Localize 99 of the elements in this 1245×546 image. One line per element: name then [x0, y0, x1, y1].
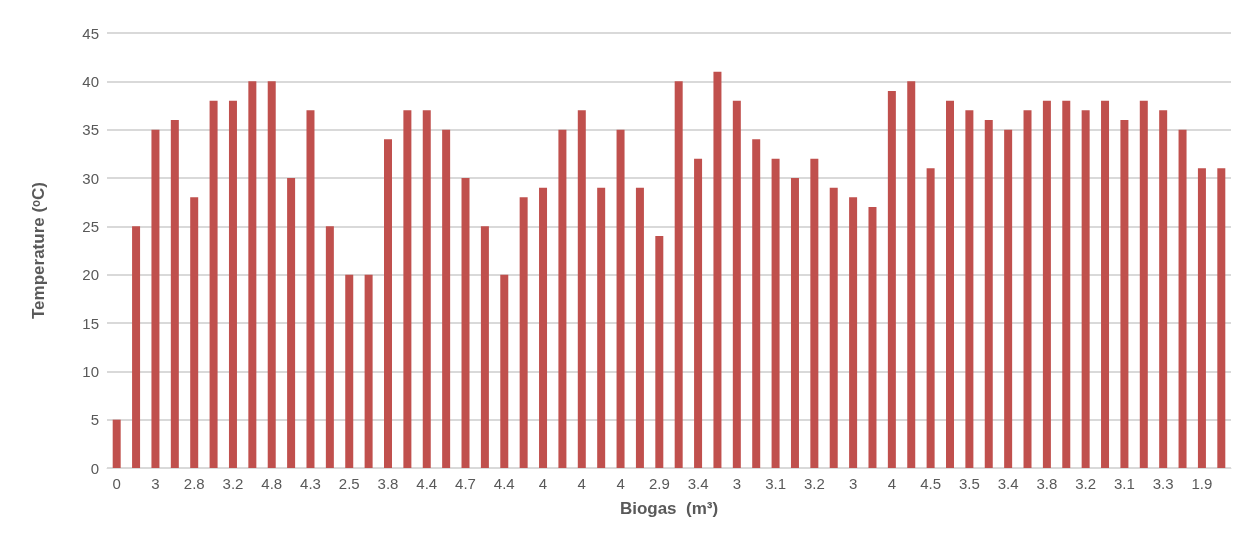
x-tick-label: 3.1	[765, 475, 787, 492]
y-tick-label: 40	[82, 72, 99, 90]
bar	[345, 274, 354, 468]
bar	[500, 274, 509, 468]
bar	[1101, 100, 1110, 468]
bar	[112, 419, 121, 468]
bar	[519, 197, 528, 468]
x-axis-title: Biogas (m³)	[619, 499, 719, 518]
bar	[422, 110, 431, 468]
y-tick-label: 0	[90, 459, 99, 477]
bar	[713, 71, 722, 468]
bar	[829, 187, 838, 468]
bar	[287, 178, 296, 468]
x-tick-label: 3.4	[687, 475, 709, 492]
bar	[926, 168, 935, 468]
bar	[325, 226, 334, 468]
x-tick-label: 3	[732, 475, 741, 492]
y-tick-label: 45	[82, 24, 99, 42]
bar	[810, 158, 819, 468]
bar	[635, 187, 644, 468]
x-tick-label: 4	[616, 475, 625, 492]
bar	[868, 207, 877, 468]
x-tick-label: 4	[887, 475, 897, 492]
x-tick-label: 3.1	[1113, 475, 1135, 492]
x-tick-label: 2.5	[338, 475, 360, 492]
bar	[228, 100, 237, 468]
bar	[965, 110, 974, 468]
bar	[209, 100, 218, 468]
bar	[655, 236, 664, 468]
x-tick-label: 3	[848, 475, 858, 492]
bar	[267, 81, 276, 468]
bar	[442, 129, 451, 468]
bar	[1004, 129, 1013, 468]
x-tick-label: 4.8	[261, 475, 283, 492]
bar	[190, 197, 199, 468]
bar	[306, 110, 315, 468]
x-tick-label: 3.4	[997, 475, 1019, 492]
bar	[151, 129, 160, 468]
x-tick-label: 3.2	[1075, 475, 1097, 492]
bar	[907, 81, 916, 468]
bar	[732, 100, 741, 468]
x-tick-label: 1.9	[1191, 475, 1213, 492]
bar	[887, 91, 896, 468]
y-tick-label: 35	[82, 121, 99, 139]
bar	[674, 81, 683, 468]
bar	[1062, 100, 1071, 468]
x-tick-label: 3.8	[1036, 475, 1058, 492]
bar	[170, 120, 179, 468]
bar	[132, 226, 141, 468]
x-tick-label: 3.2	[222, 475, 244, 492]
y-tick-label: 30	[82, 169, 99, 187]
x-tick-label: 4.4	[493, 475, 515, 492]
x-tick-label: 3.3	[1152, 475, 1174, 492]
bar	[248, 81, 257, 468]
bar	[403, 110, 412, 468]
bar	[1197, 168, 1206, 468]
x-tick-label: 2.8	[183, 475, 205, 492]
x-tick-label: 0	[112, 475, 121, 492]
bar	[771, 158, 780, 468]
x-tick-label: 4	[538, 475, 548, 492]
bar	[558, 129, 567, 468]
x-tick-label: 3.2	[803, 475, 825, 492]
bar	[597, 187, 606, 468]
bar	[384, 139, 392, 468]
bar	[1120, 120, 1129, 468]
bar	[752, 139, 761, 468]
bar	[364, 274, 373, 468]
x-tick-label: 3.5	[958, 475, 980, 492]
x-tick-label: 4	[577, 475, 586, 492]
bar	[1081, 110, 1090, 468]
bar	[1023, 110, 1032, 468]
bar	[1217, 168, 1226, 468]
bar	[461, 178, 470, 468]
bar	[1178, 129, 1187, 468]
bar	[577, 110, 586, 468]
bar	[1159, 110, 1168, 468]
y-axis-title: Temperature (ᵒC)	[29, 181, 48, 320]
x-tick-label: 3	[151, 475, 160, 492]
y-tick-label: 10	[82, 362, 99, 380]
x-tick-label: 4.7	[455, 475, 476, 492]
y-tick-label: 15	[82, 314, 99, 332]
bar	[539, 187, 548, 468]
x-tick-label: 4.5	[920, 475, 942, 492]
bar	[946, 100, 954, 468]
bar	[480, 226, 489, 468]
bar	[694, 158, 703, 468]
bar	[1042, 100, 1051, 468]
y-tick-label: 20	[82, 266, 99, 284]
bar	[984, 120, 993, 468]
x-tick-label: 2.9	[648, 475, 670, 492]
bar	[616, 129, 625, 468]
y-tick-label: 5	[90, 411, 99, 429]
x-tick-label: 4.3	[300, 475, 321, 492]
bar	[790, 178, 799, 468]
y-tick-label: 25	[82, 217, 99, 235]
x-tick-label: 3.8	[377, 475, 399, 492]
bar	[1139, 100, 1148, 468]
bar	[849, 197, 858, 468]
x-tick-label: 4.4	[416, 475, 438, 492]
